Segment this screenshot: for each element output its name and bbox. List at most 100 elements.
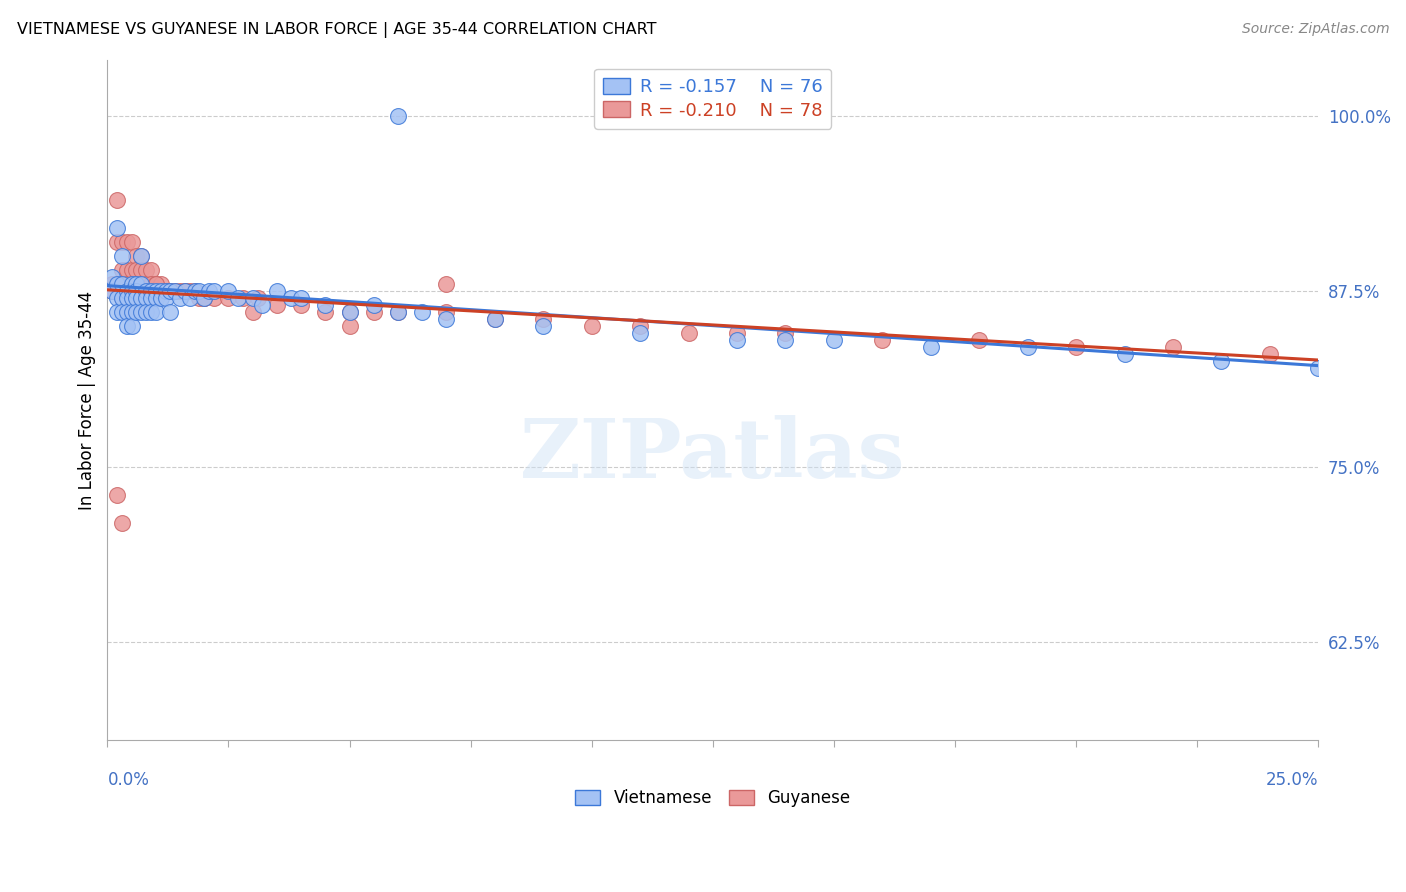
Point <box>159 284 181 298</box>
Point <box>232 291 254 305</box>
Point <box>125 277 148 292</box>
Point <box>111 263 134 277</box>
Point <box>129 277 152 292</box>
Point <box>115 263 138 277</box>
Point <box>129 291 152 305</box>
Point <box>101 270 124 285</box>
Y-axis label: In Labor Force | Age 35-44: In Labor Force | Age 35-44 <box>79 291 96 509</box>
Point <box>436 312 458 326</box>
Point <box>111 516 134 530</box>
Point <box>105 193 128 207</box>
Point <box>155 291 177 305</box>
Point <box>436 277 458 292</box>
Point <box>135 284 157 298</box>
Point <box>775 326 797 341</box>
Point <box>125 249 148 263</box>
Text: VIETNAMESE VS GUYANESE IN LABOR FORCE | AGE 35-44 CORRELATION CHART: VIETNAMESE VS GUYANESE IN LABOR FORCE | … <box>17 22 657 38</box>
Point <box>129 291 152 305</box>
Point <box>280 291 302 305</box>
Point <box>139 284 162 298</box>
Point <box>155 284 177 298</box>
Point <box>775 334 797 348</box>
Point <box>115 291 138 305</box>
Point <box>105 488 128 502</box>
Point <box>135 277 157 292</box>
Point <box>145 284 167 298</box>
Point <box>135 263 157 277</box>
Point <box>678 326 700 341</box>
Point <box>872 334 894 348</box>
Point <box>1258 347 1281 361</box>
Point <box>314 298 336 312</box>
Point <box>115 305 138 319</box>
Point <box>129 249 152 263</box>
Point <box>242 305 264 319</box>
Point <box>242 291 264 305</box>
Point <box>121 319 143 334</box>
Point <box>173 284 195 298</box>
Point <box>193 291 215 305</box>
Point <box>129 277 152 292</box>
Point <box>121 284 143 298</box>
Point <box>217 284 239 298</box>
Point <box>290 291 312 305</box>
Point <box>436 305 458 319</box>
Point <box>202 284 225 298</box>
Point <box>105 235 128 249</box>
Text: Source: ZipAtlas.com: Source: ZipAtlas.com <box>1241 22 1389 37</box>
Point <box>145 305 167 319</box>
Point <box>484 312 506 326</box>
Point <box>125 263 148 277</box>
Point <box>125 305 148 319</box>
Point <box>173 284 195 298</box>
Point <box>149 284 172 298</box>
Point <box>139 277 162 292</box>
Point <box>145 291 167 305</box>
Point <box>193 291 215 305</box>
Point <box>202 291 225 305</box>
Text: 0.0%: 0.0% <box>107 772 149 789</box>
Point <box>135 291 157 305</box>
Point <box>159 284 181 298</box>
Point <box>121 291 143 305</box>
Point <box>129 249 152 263</box>
Point <box>159 305 181 319</box>
Point <box>188 284 211 298</box>
Point <box>169 291 191 305</box>
Point <box>105 221 128 235</box>
Point <box>1017 340 1039 354</box>
Point <box>387 305 409 319</box>
Point <box>139 305 162 319</box>
Point <box>188 291 211 305</box>
Point <box>121 277 143 292</box>
Point <box>193 291 215 305</box>
Point <box>105 305 128 319</box>
Point <box>105 277 128 292</box>
Point <box>121 277 143 292</box>
Point <box>115 284 138 298</box>
Point <box>179 291 201 305</box>
Point <box>145 284 167 298</box>
Point <box>1161 340 1184 354</box>
Point <box>111 235 134 249</box>
Point <box>531 312 554 326</box>
Point <box>628 319 651 334</box>
Point <box>339 305 361 319</box>
Point <box>363 298 385 312</box>
Point <box>387 109 409 123</box>
Point <box>101 277 124 292</box>
Point <box>115 277 138 292</box>
Point <box>484 312 506 326</box>
Point <box>165 284 187 298</box>
Point <box>111 305 134 319</box>
Point <box>101 284 124 298</box>
Point <box>121 305 143 319</box>
Point <box>165 284 187 298</box>
Point <box>129 305 152 319</box>
Point <box>139 291 162 305</box>
Point <box>339 319 361 334</box>
Point <box>1114 347 1136 361</box>
Point <box>411 305 433 319</box>
Point <box>725 334 748 348</box>
Point <box>155 284 177 298</box>
